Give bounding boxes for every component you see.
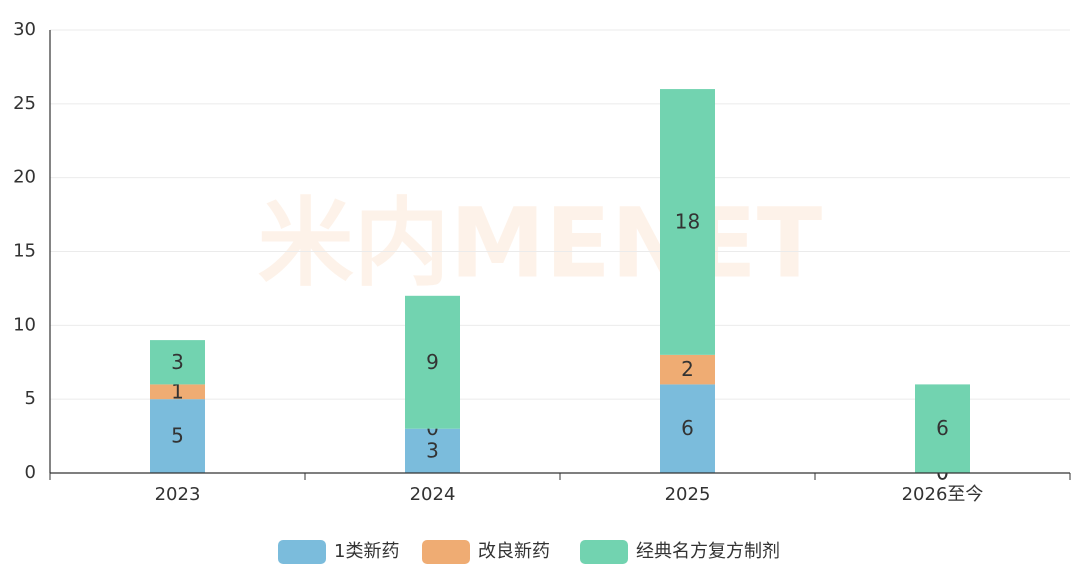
bar bbox=[405, 428, 460, 473]
y-tick-label: 20 bbox=[13, 167, 36, 188]
x-tick-label: 2023 bbox=[155, 484, 201, 505]
legend-swatch bbox=[422, 540, 470, 564]
bar bbox=[150, 399, 205, 473]
x-tick-label: 2024 bbox=[410, 484, 456, 505]
value-label: 18 bbox=[675, 209, 700, 233]
y-tick-label: 30 bbox=[13, 19, 36, 40]
y-tick-label: 10 bbox=[13, 314, 36, 335]
value-label: 2 bbox=[681, 357, 694, 381]
legend-label: 1类新药 bbox=[334, 541, 399, 562]
y-tick-label: 0 bbox=[25, 462, 36, 483]
x-tick-label: 2025 bbox=[665, 484, 711, 505]
value-label: 5 bbox=[171, 424, 184, 448]
legend-label: 改良新药 bbox=[478, 541, 550, 562]
bar bbox=[660, 354, 715, 385]
value-label: 6 bbox=[681, 416, 694, 440]
value-label: 3 bbox=[171, 350, 184, 374]
y-tick-label: 5 bbox=[25, 388, 36, 409]
y-tick-label: 15 bbox=[13, 241, 36, 262]
legend-swatch bbox=[580, 540, 628, 564]
value-label: 3 bbox=[426, 438, 439, 462]
bar bbox=[405, 295, 460, 429]
bar bbox=[660, 384, 715, 473]
value-label: 9 bbox=[426, 350, 439, 374]
bar bbox=[150, 384, 205, 400]
bar bbox=[660, 89, 715, 355]
value-label: 1 bbox=[171, 379, 184, 403]
value-label: 6 bbox=[936, 416, 949, 440]
y-tick-label: 25 bbox=[13, 93, 36, 114]
x-tick-label: 2026至今 bbox=[902, 484, 984, 505]
bar bbox=[915, 384, 970, 473]
legend-label: 经典名方复方制剂 bbox=[636, 541, 780, 562]
bar bbox=[150, 340, 205, 385]
watermark: 米内MENET bbox=[258, 187, 823, 299]
legend-swatch bbox=[278, 540, 326, 564]
